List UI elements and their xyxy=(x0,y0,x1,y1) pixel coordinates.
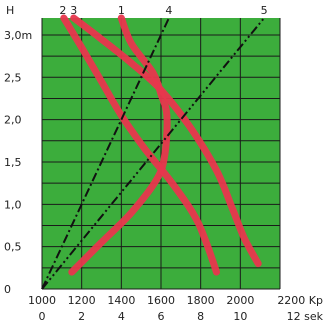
y-tick-label: 2,0 xyxy=(4,114,22,127)
series-label-5: 5 xyxy=(261,4,268,17)
x-tick-label-secondary: 6 xyxy=(158,310,165,323)
y-tick-label: 0,5 xyxy=(4,241,22,254)
y-tick-label: 1,5 xyxy=(4,156,22,169)
series-1-curve xyxy=(68,14,171,276)
y-tick-label: 0 xyxy=(4,283,11,296)
x-tick-label-primary: 1200 xyxy=(68,294,96,307)
y-axis-title: H xyxy=(6,4,14,17)
x-tick-label-primary: 1400 xyxy=(107,294,135,307)
y-tick-labels: 0 0,5 1,0 1,5 2,0 2,5 3,0m xyxy=(4,29,32,296)
y-tick-label: 2,5 xyxy=(4,71,22,84)
series-5-line xyxy=(41,17,265,290)
curve-labels: 12 3 4 5 xyxy=(59,4,267,17)
x-tick-label-secondary: 2 xyxy=(78,310,85,323)
series-label-3: 3 xyxy=(70,4,77,17)
x-tick-label-primary: 1800 xyxy=(187,294,215,307)
x-tick-label-secondary: 4 xyxy=(118,310,125,323)
x-tick-label-primary: 2200 Kp xyxy=(277,294,323,307)
y-tick-label: 1,0 xyxy=(4,198,22,211)
x-tick-label-secondary: 8 xyxy=(197,310,204,323)
curves xyxy=(41,14,265,290)
series-label-2: 2 xyxy=(59,4,66,17)
series-label-1: 1 xyxy=(118,4,125,17)
x-tick-label-secondary: 12 sek xyxy=(287,310,324,323)
x-tick-labels: 1000 1200 1400 1600 1800 2000 2200 Kp 0 2 4 6 8 10 12… xyxy=(28,294,324,323)
series-2-curve xyxy=(60,14,220,276)
x-tick-label-primary: 1600 xyxy=(147,294,175,307)
x-tick-label-secondary: 0 xyxy=(39,310,46,323)
series-3-curve xyxy=(70,14,262,268)
series-label-4: 4 xyxy=(165,4,172,17)
x-tick-label-primary: 2000 xyxy=(226,294,254,307)
x-tick-label-primary: 1000 xyxy=(28,294,56,307)
series-4-line xyxy=(41,17,170,290)
y-tick-label: 3,0m xyxy=(4,29,32,42)
x-tick-label-secondary: 10 xyxy=(233,310,247,323)
